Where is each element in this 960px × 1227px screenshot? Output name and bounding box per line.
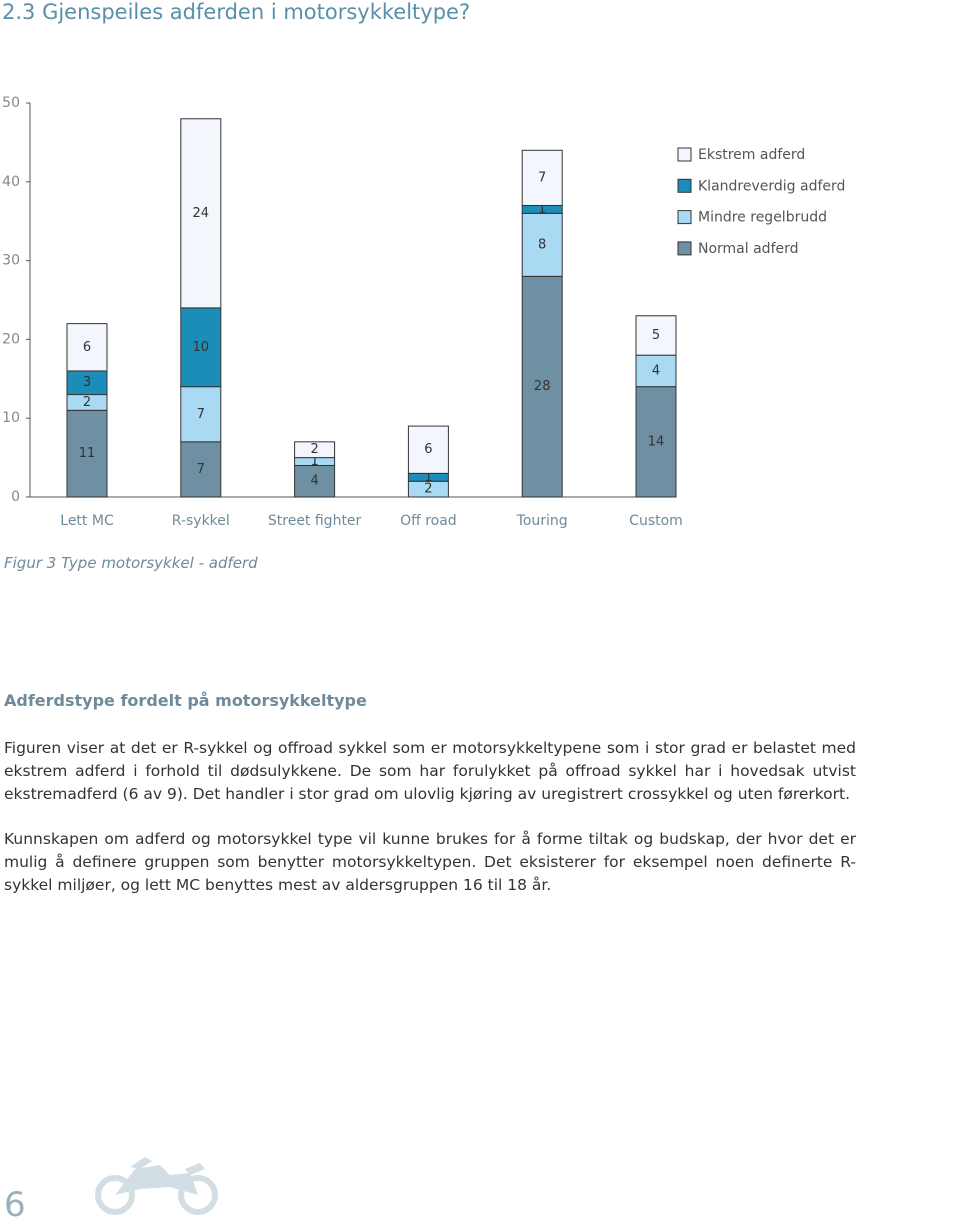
bar-segment xyxy=(635,354,677,388)
figure-caption: Figur 3 Type motorsykkel - adferd xyxy=(4,554,258,572)
x-tick-label: Touring xyxy=(516,513,568,529)
x-tick-label: Custom xyxy=(629,513,683,529)
data-label: 6 xyxy=(83,340,91,355)
y-tick-label: 50 xyxy=(2,95,20,111)
legend-label: Mindre regelbrudd xyxy=(698,210,827,226)
x-tick-label: Off road xyxy=(400,513,457,529)
bar-segment xyxy=(66,409,108,498)
data-label: 1 xyxy=(310,454,318,469)
y-tick-label: 40 xyxy=(2,174,20,190)
paragraph: Figuren viser at det er R-sykkel og offr… xyxy=(4,739,856,803)
legend-swatch xyxy=(677,210,692,225)
data-label: 8 xyxy=(538,237,546,252)
legend-swatch xyxy=(677,178,692,193)
bar-segment xyxy=(180,441,222,498)
bar-segment xyxy=(294,441,336,459)
bar-segment xyxy=(180,307,222,388)
legend-swatch xyxy=(677,241,692,256)
data-label: 14 xyxy=(648,434,665,449)
bar-segment xyxy=(521,275,563,498)
x-tick-label: Lett MC xyxy=(60,513,114,529)
bar-segment xyxy=(635,386,677,498)
bar-segment xyxy=(180,386,222,443)
paragraph: Kunnskapen om adferd og motorsykkel type… xyxy=(4,830,856,894)
data-label: 7 xyxy=(197,407,205,422)
data-label: 2 xyxy=(310,442,318,457)
data-label: 1 xyxy=(538,202,546,217)
legend-label: Normal adferd xyxy=(698,241,799,257)
data-label: 4 xyxy=(652,363,660,378)
bar-segment xyxy=(180,118,222,309)
data-label: 4 xyxy=(310,474,318,489)
data-label: 6 xyxy=(424,442,432,457)
bar-segment xyxy=(635,315,677,356)
data-label: 7 xyxy=(538,170,546,185)
data-label: 24 xyxy=(193,206,210,221)
y-tick-label: 0 xyxy=(11,489,20,505)
data-label: 10 xyxy=(193,340,210,355)
section-heading: Adferdstype fordelt på motorsykkeltype xyxy=(4,691,367,710)
data-label: 28 xyxy=(534,379,551,394)
bar-segment xyxy=(521,149,563,206)
legend-label: Ekstrem adferd xyxy=(698,147,805,163)
data-label: 2 xyxy=(424,482,432,497)
motorcycle-icon xyxy=(95,1157,218,1215)
legend-swatch xyxy=(677,147,692,162)
x-tick-label: Street fighter xyxy=(268,513,362,529)
data-label: 3 xyxy=(83,375,91,390)
y-tick-label: 20 xyxy=(2,331,20,347)
data-label: 11 xyxy=(79,446,96,461)
bar-segment xyxy=(66,323,108,372)
page-number: 6 xyxy=(4,1185,26,1225)
data-label: 5 xyxy=(652,328,660,343)
data-label: 2 xyxy=(83,395,91,410)
legend-label: Klandreverdig adferd xyxy=(698,178,845,194)
bar-segment xyxy=(407,425,449,474)
y-tick-label: 10 xyxy=(2,410,20,426)
x-tick-label: R-sykkel xyxy=(172,513,230,529)
page-title: 2.3 Gjenspeiles adferden i motorsykkelty… xyxy=(2,0,471,24)
data-label: 7 xyxy=(197,462,205,477)
data-label: 1 xyxy=(424,470,432,485)
y-tick-label: 30 xyxy=(2,253,20,269)
